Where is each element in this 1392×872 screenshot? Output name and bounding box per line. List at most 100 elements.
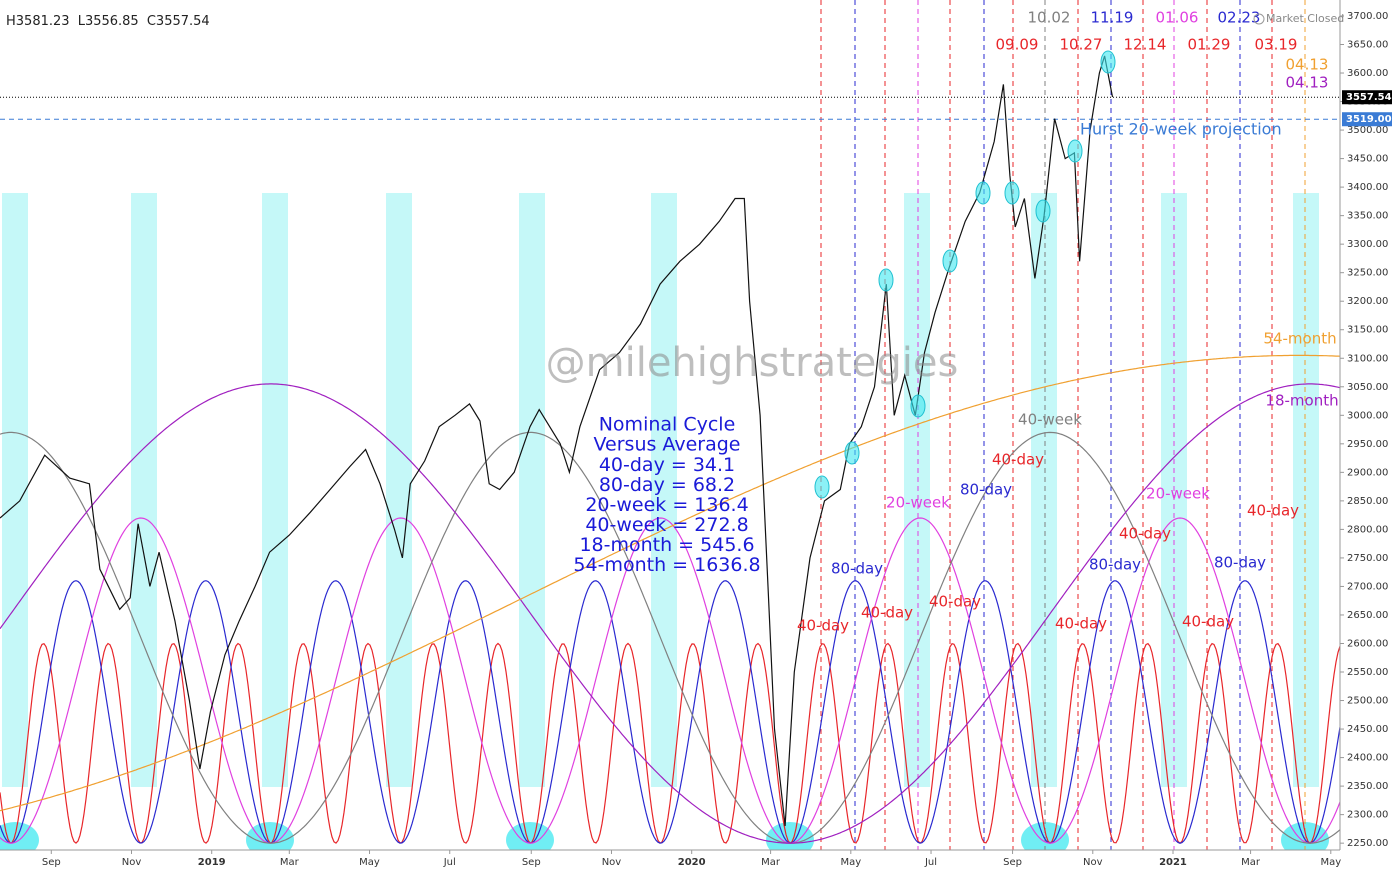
y-tick-label: 2800.00 — [1347, 524, 1388, 535]
y-tick-label: 2400.00 — [1347, 753, 1388, 764]
cycle-separator: = — [672, 534, 700, 556]
cycle-box-title: Versus Average — [594, 434, 741, 456]
y-tick-label: 3250.00 — [1347, 268, 1388, 279]
y-tick-label: 2850.00 — [1347, 496, 1388, 507]
x-tick-label: Mar — [761, 857, 781, 868]
y-tick-label: 3100.00 — [1347, 353, 1388, 364]
cycle-average: 34.1 — [693, 454, 735, 476]
curve-label: 18-month — [1265, 392, 1338, 410]
header-value: 3556.85 — [85, 14, 139, 29]
y-tick-label: 2250.00 — [1347, 838, 1388, 849]
projection-tag-label: 3519.00 — [1346, 114, 1392, 125]
cycle-separator: = — [666, 514, 694, 536]
market-status: Market Closed — [1266, 12, 1344, 25]
cycle-date-lines — [820, 0, 1306, 850]
cycle-band — [2, 193, 28, 787]
cycle-date-label: 10.27 — [1060, 36, 1103, 54]
header-label: H — [6, 14, 16, 29]
price-layer — [0, 50, 1340, 827]
price-highlight — [942, 249, 958, 273]
axes: 2250.00 2300.00 2350.00 2400.00 2450.00 2500.… — [42, 11, 1392, 868]
curve-label: 80-day — [960, 481, 1012, 499]
x-tick-label: Nov — [122, 857, 142, 868]
curve-label: 40-day — [797, 617, 849, 635]
y-tick-label: 3450.00 — [1347, 154, 1388, 165]
cycle-name: 80-day — [599, 474, 665, 496]
y-tick-label: 2600.00 — [1347, 638, 1388, 649]
y-tick-label: 3150.00 — [1347, 325, 1388, 336]
x-tick-label: Sep — [522, 857, 541, 868]
x-tick-label: May — [840, 857, 861, 868]
cycle-date-label: 01.06 — [1156, 9, 1199, 27]
cycle-box-line: 40-day = 34.1 — [599, 454, 735, 476]
watermark: @milehighstrategies — [546, 340, 959, 386]
y-tick-label: 2500.00 — [1347, 696, 1388, 707]
cycle-box-line: 80-day = 68.2 — [599, 474, 735, 496]
cycle-name: 54-month — [573, 554, 666, 576]
cycle-band — [519, 193, 545, 787]
x-tick-label: Jul — [924, 857, 937, 868]
cycle-name: 40-day — [599, 454, 665, 476]
y-tick-label: 2650.00 — [1347, 610, 1388, 621]
x-tick-label: Mar — [1241, 857, 1261, 868]
x-tick-label: 2021 — [1159, 857, 1187, 868]
cycle-separator: = — [665, 454, 693, 476]
cycle-name: 20-week — [585, 494, 666, 516]
projection-tag — [1342, 112, 1392, 127]
price-highlight — [878, 268, 894, 292]
cycle-band — [131, 193, 157, 787]
cycle-date-label: 04.13 — [1286, 56, 1329, 74]
curve-label: 40-day — [1119, 525, 1171, 543]
y-tick-label: 2750.00 — [1347, 553, 1388, 564]
x-tick-label: Jul — [443, 857, 456, 868]
cycle-band — [1031, 193, 1057, 787]
y-tick-label: 2350.00 — [1347, 781, 1388, 792]
header-label: L — [78, 14, 86, 29]
x-tick-label: May — [1320, 857, 1341, 868]
last-price-tag — [1342, 90, 1392, 105]
price-highlight — [975, 181, 991, 205]
cycle-date-label: 11.19 — [1091, 9, 1134, 27]
price-highlight — [910, 394, 926, 418]
cycle-band — [1293, 193, 1319, 787]
price-highlight — [1100, 50, 1116, 74]
x-tick-label: Nov — [1083, 857, 1103, 868]
cycle-separator: = — [665, 474, 693, 496]
y-tick-label: 2300.00 — [1347, 810, 1388, 821]
y-tick-label: 2550.00 — [1347, 667, 1388, 678]
cycle-date-label: 02.23 — [1218, 9, 1261, 27]
price-highlight — [1035, 199, 1051, 223]
y-tick-label: 3700.00 — [1347, 11, 1388, 22]
cycle-average: 1636.8 — [694, 554, 760, 576]
cycle-curve — [0, 383, 1341, 844]
cycle-date-label: 03.19 — [1255, 36, 1298, 54]
x-tick-label: May — [359, 857, 380, 868]
x-tick-label: 2019 — [198, 857, 226, 868]
y-tick-label: 3350.00 — [1347, 211, 1388, 222]
y-tick-label: 3050.00 — [1347, 382, 1388, 393]
curve-label: 40-day — [929, 593, 981, 611]
cycle-date-label: 09.09 — [996, 36, 1039, 54]
y-tick-label: 3000.00 — [1347, 410, 1388, 421]
price-highlight — [1067, 139, 1083, 163]
cycle-box-line: 18-month = 545.6 — [579, 534, 754, 556]
cycle-curve — [0, 354, 1341, 812]
price-highlight — [1004, 181, 1020, 205]
curve-label: 40-day — [1055, 615, 1107, 633]
cycle-band — [651, 193, 677, 787]
cycle-name: 40-week — [585, 514, 666, 536]
header-value: 3581.23 — [16, 14, 70, 29]
curve-label: 54-month — [1263, 330, 1336, 348]
x-tick-label: Sep — [42, 857, 61, 868]
trough-marker — [246, 822, 294, 858]
x-tick-label: Sep — [1003, 857, 1022, 868]
price-highlight — [844, 441, 860, 465]
price-line — [0, 55, 1114, 827]
y-tick-label: 3650.00 — [1347, 39, 1388, 50]
y-tick-label: 3400.00 — [1347, 182, 1388, 193]
cycle-date-label: 10.02 — [1028, 9, 1071, 27]
cycle-box-line: 20-week = 136.4 — [585, 494, 748, 516]
cycle-box-title: Nominal Cycle — [599, 414, 736, 436]
